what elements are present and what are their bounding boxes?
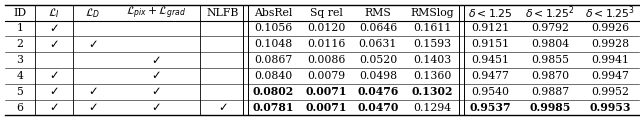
Text: 0.9477: 0.9477 — [471, 71, 509, 81]
Text: 0.1593: 0.1593 — [413, 39, 451, 49]
Text: 0.0802: 0.0802 — [253, 86, 294, 97]
Text: ✓: ✓ — [151, 101, 161, 114]
Text: ✓: ✓ — [151, 69, 161, 82]
Text: 0.1360: 0.1360 — [413, 71, 452, 81]
Text: $\mathcal{L}_{pix} + \mathcal{L}_{grad}$: $\mathcal{L}_{pix} + \mathcal{L}_{grad}$ — [126, 5, 186, 21]
Text: 0.1403: 0.1403 — [413, 55, 452, 65]
Text: 0.1048: 0.1048 — [254, 39, 292, 49]
Text: 2: 2 — [17, 39, 24, 49]
Text: 3: 3 — [17, 55, 24, 65]
Text: RMS: RMS — [365, 8, 391, 18]
Text: 1: 1 — [17, 23, 24, 33]
Text: 0.9537: 0.9537 — [469, 102, 511, 113]
Text: 0.1056: 0.1056 — [254, 23, 292, 33]
Text: AbsRel: AbsRel — [254, 8, 292, 18]
Text: 0.0116: 0.0116 — [307, 39, 346, 49]
Text: 0.1611: 0.1611 — [413, 23, 452, 33]
Text: 4: 4 — [17, 71, 23, 81]
Text: $\delta < 1.25$: $\delta < 1.25$ — [468, 7, 513, 19]
Text: ✓: ✓ — [49, 38, 59, 51]
Text: 0.9792: 0.9792 — [531, 23, 569, 33]
Text: 0.0071: 0.0071 — [306, 86, 348, 97]
Text: 0.9451: 0.9451 — [471, 55, 509, 65]
Text: ✓: ✓ — [88, 101, 97, 114]
Text: 0.1294: 0.1294 — [413, 103, 451, 113]
Text: $\delta < 1.25^3$: $\delta < 1.25^3$ — [585, 4, 635, 21]
Text: 0.9985: 0.9985 — [529, 102, 571, 113]
Text: 0.0867: 0.0867 — [254, 55, 292, 65]
Text: 0.0631: 0.0631 — [358, 39, 397, 49]
Text: 0.9928: 0.9928 — [591, 39, 629, 49]
Text: 0.0840: 0.0840 — [254, 71, 292, 81]
Text: ✓: ✓ — [49, 69, 59, 82]
Text: NLFB: NLFB — [207, 8, 239, 18]
Text: 0.0086: 0.0086 — [307, 55, 346, 65]
Text: 0.9121: 0.9121 — [471, 23, 509, 33]
Text: ID: ID — [13, 8, 26, 18]
Text: ✓: ✓ — [151, 85, 161, 98]
Text: 0.9952: 0.9952 — [591, 87, 629, 97]
Text: $\delta < 1.25^2$: $\delta < 1.25^2$ — [525, 4, 575, 21]
Text: 0.9870: 0.9870 — [531, 71, 569, 81]
Text: 0.0071: 0.0071 — [306, 102, 348, 113]
Text: 0.9151: 0.9151 — [471, 39, 509, 49]
Text: 0.9887: 0.9887 — [531, 87, 569, 97]
Text: 0.0646: 0.0646 — [359, 23, 397, 33]
Text: 0.0470: 0.0470 — [357, 102, 399, 113]
Text: Sq rel: Sq rel — [310, 8, 343, 18]
Text: $\mathcal{L}_I$: $\mathcal{L}_I$ — [48, 6, 60, 20]
Text: 6: 6 — [17, 103, 24, 113]
Text: 0.0476: 0.0476 — [357, 86, 399, 97]
Text: 0.0120: 0.0120 — [307, 23, 346, 33]
Text: 5: 5 — [17, 87, 23, 97]
Text: $\mathcal{L}_D$: $\mathcal{L}_D$ — [85, 6, 100, 20]
Text: 0.9953: 0.9953 — [589, 102, 630, 113]
Text: 0.0498: 0.0498 — [359, 71, 397, 81]
Text: ✓: ✓ — [88, 38, 97, 51]
Text: 0.1302: 0.1302 — [412, 86, 453, 97]
Text: 0.0079: 0.0079 — [307, 71, 346, 81]
Text: 0.0520: 0.0520 — [359, 55, 397, 65]
Text: 0.9947: 0.9947 — [591, 71, 628, 81]
Text: ✓: ✓ — [151, 54, 161, 67]
Text: ✓: ✓ — [88, 85, 97, 98]
Text: 0.9804: 0.9804 — [531, 39, 569, 49]
Text: 0.9941: 0.9941 — [591, 55, 629, 65]
Text: 0.9926: 0.9926 — [591, 23, 629, 33]
Text: RMSlog: RMSlog — [411, 8, 454, 18]
Text: ✓: ✓ — [49, 101, 59, 114]
Text: 0.9540: 0.9540 — [471, 87, 509, 97]
Text: ✓: ✓ — [218, 101, 228, 114]
Text: 0.0781: 0.0781 — [253, 102, 294, 113]
Text: 0.9855: 0.9855 — [531, 55, 569, 65]
Text: ✓: ✓ — [49, 85, 59, 98]
Text: ✓: ✓ — [49, 22, 59, 35]
